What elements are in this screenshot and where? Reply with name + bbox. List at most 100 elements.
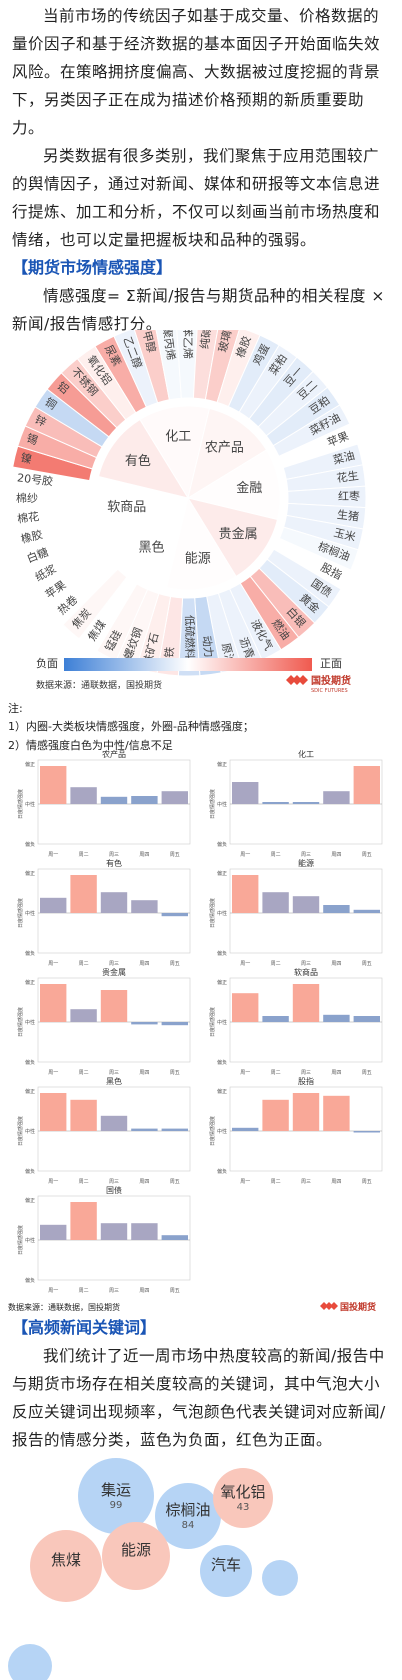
x-tick-label: 周二 [79, 1179, 89, 1185]
bar [40, 984, 67, 1022]
y-axis-label: 日度情感强度 [17, 789, 24, 819]
x-tick-label: 周五 [362, 1070, 372, 1076]
x-tick-label: 周四 [139, 1070, 149, 1076]
keyword-bubble [155, 1483, 221, 1549]
svg-text:国投期货: 国投期货 [311, 674, 351, 687]
y-tick-bottom: 偏负 [25, 950, 35, 957]
intro-paragraph-2: 另类数据有很多类别，我们聚焦于应用范围较广的舆情因子，通过对新闻、媒体和研报等文… [12, 147, 381, 249]
bar [100, 1223, 128, 1240]
y-tick-bottom: 偏负 [217, 950, 227, 957]
x-tick-label: 周一 [240, 961, 250, 967]
keyword-bubble-partial [8, 1644, 52, 1680]
x-tick-label: 周五 [362, 852, 372, 858]
bar [232, 1127, 259, 1131]
y-tick-top: 偏正 [217, 870, 227, 877]
bubble-word: 氧化铝 [220, 1483, 265, 1501]
y-tick-top: 偏正 [25, 1088, 35, 1095]
bar [262, 802, 289, 804]
bar [161, 913, 188, 917]
y-axis-label: 日度情感强度 [17, 1225, 24, 1255]
sunburst-outer-label: 玉米 [332, 526, 356, 544]
bar [70, 1009, 97, 1022]
sunburst-outer-label: 苯乙烯 [181, 330, 195, 359]
legend-positive-label: 正面 [320, 657, 342, 670]
svg-text:SDIC FUTURES: SDIC FUTURES [311, 688, 348, 694]
y-axis-label: 日度情感强度 [17, 1116, 24, 1146]
keyword-bubble [213, 1468, 273, 1528]
keyword-bubble [30, 1530, 102, 1602]
sunburst-inner-segment [97, 418, 189, 499]
bar [131, 900, 158, 913]
bar [353, 766, 380, 804]
bar [323, 1014, 350, 1022]
y-tick-top: 偏正 [217, 1088, 227, 1095]
sunburst-inner-label: 黑色 [139, 540, 165, 556]
x-tick-label: 周三 [109, 852, 119, 858]
sunburst-outer-label: 纯碱 [198, 330, 213, 350]
bar [70, 787, 97, 804]
y-tick-top: 偏正 [25, 870, 35, 877]
sunburst-outer-label: 20号胶 [16, 470, 53, 488]
svg-text:国投期货: 国投期货 [340, 1301, 376, 1313]
sunburst-outer-label: 锡 [25, 431, 40, 448]
y-tick-bottom: 偏负 [217, 841, 227, 848]
y-tick-mid: 中性 [217, 910, 227, 917]
bar [323, 1095, 350, 1131]
keyword-bubble [200, 1545, 252, 1597]
sunburst-outer-label: 聚丙烯 [160, 330, 177, 361]
x-tick-label: 周二 [79, 852, 89, 858]
sunburst-outer-label: 镍 [19, 450, 33, 466]
bar [292, 896, 320, 913]
bar [353, 909, 380, 913]
bar [131, 796, 158, 804]
x-tick-label: 周一 [240, 1070, 250, 1076]
x-tick-label: 周三 [109, 1288, 119, 1294]
x-tick-label: 周三 [301, 1179, 311, 1185]
y-tick-bottom: 偏负 [25, 1059, 35, 1066]
sunburst-inner-label: 能源 [185, 552, 211, 567]
bar [40, 766, 67, 804]
keyword-bubble [78, 1458, 154, 1534]
bar-chart-title: 贵金属 [102, 967, 126, 977]
bar [232, 782, 259, 804]
bar [161, 1235, 188, 1240]
y-tick-bottom: 偏负 [25, 1277, 35, 1284]
y-tick-top: 偏正 [217, 979, 227, 986]
bar [232, 875, 259, 913]
bar-chart-title: 能源 [298, 858, 314, 868]
sunburst-outer-label: 玻璃 [215, 330, 234, 354]
bar [262, 1016, 289, 1022]
keywords-description: 我们统计了近一周市场中热度较高的新闻/报告中与期货市场存在相关度较高的关键词，其… [12, 1347, 386, 1449]
bar [323, 905, 350, 913]
x-tick-label: 周四 [139, 852, 149, 858]
bar [40, 1224, 67, 1240]
sunburst-outer-label: 低硫燃料油 [183, 615, 197, 670]
x-tick-label: 周一 [240, 852, 250, 858]
x-tick-label: 周二 [79, 1288, 89, 1294]
sunburst-outer-label: 生猪 [336, 507, 359, 523]
y-tick-top: 偏正 [25, 1197, 35, 1204]
bar [70, 1202, 97, 1240]
bar-chart-title: 黑色 [106, 1076, 122, 1086]
keyword-bubble-partial [262, 1560, 298, 1596]
notes-label: 注: [8, 702, 23, 715]
x-tick-label: 周一 [48, 1179, 58, 1185]
bar [100, 892, 128, 913]
bar-chart-title: 国债 [106, 1185, 122, 1195]
x-tick-label: 周二 [271, 1179, 281, 1185]
bubble-word: 能源 [121, 1541, 151, 1559]
y-axis-label: 日度情感强度 [209, 789, 216, 819]
bar [40, 1093, 67, 1131]
bar [262, 1099, 289, 1131]
bar [353, 1131, 380, 1133]
x-tick-label: 周四 [331, 961, 341, 967]
y-axis-label: 日度情感强度 [17, 898, 24, 928]
x-tick-label: 周三 [301, 1070, 311, 1076]
bubble-word: 棕榈油 [165, 1501, 210, 1519]
